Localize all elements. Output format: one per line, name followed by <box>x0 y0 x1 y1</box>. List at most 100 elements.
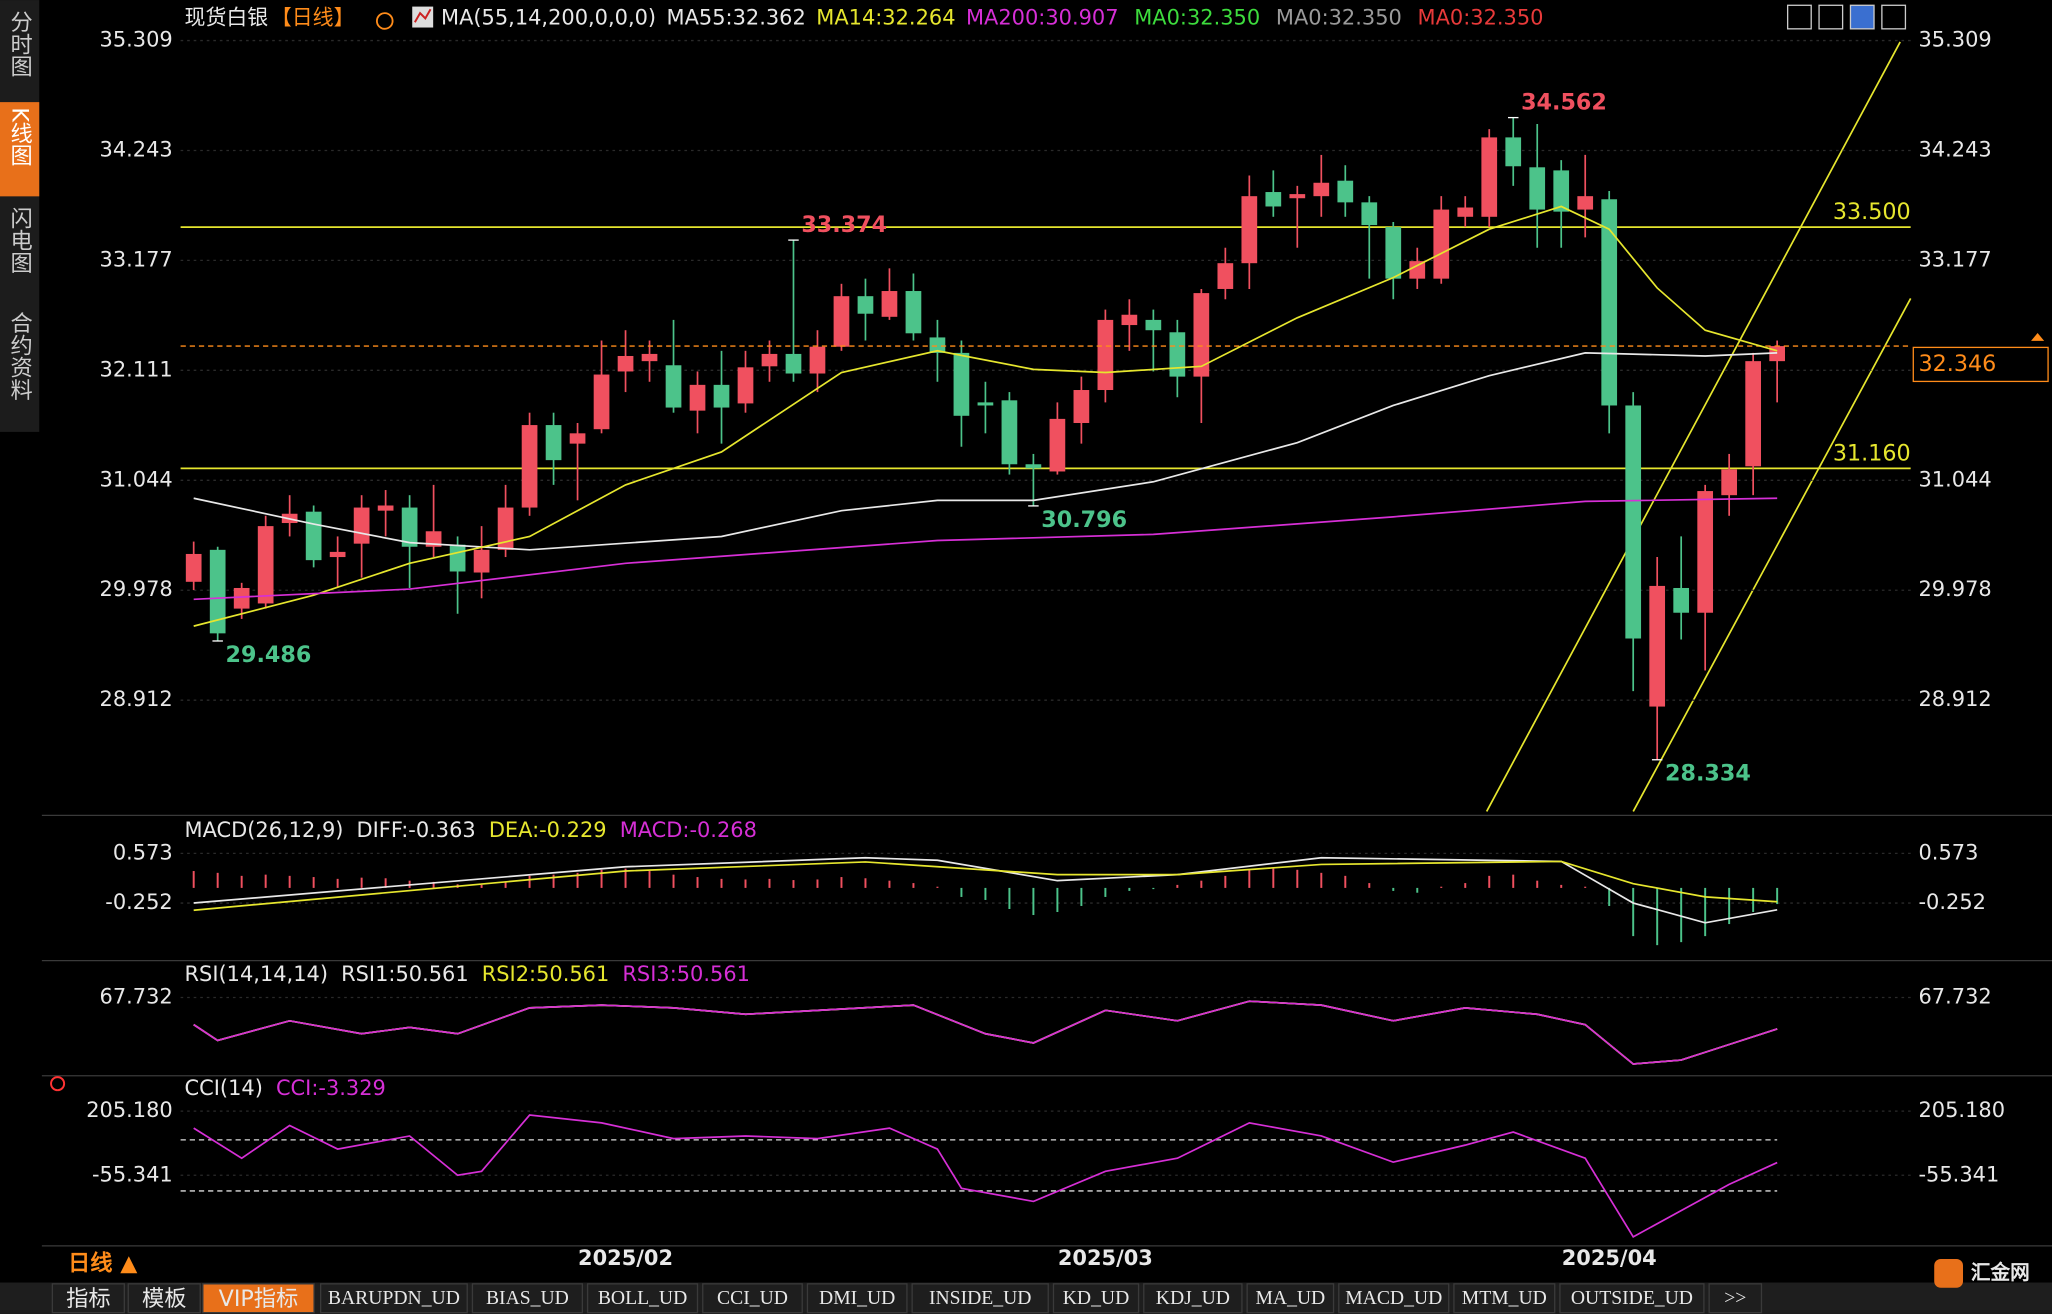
candle-body <box>1025 464 1042 469</box>
footer-tab[interactable]: DMI_UD <box>819 1288 895 1309</box>
candle-body <box>497 507 514 550</box>
extreme-label: 28.334 <box>1665 761 1751 787</box>
footer-tab[interactable]: INSIDE_UD <box>929 1288 1031 1309</box>
footer-tab-bg[interactable] <box>586 1283 699 1314</box>
candle-body <box>1001 400 1018 465</box>
footer-tab-bg[interactable] <box>1052 1283 1140 1314</box>
candle-body <box>617 355 634 372</box>
tool-icon[interactable] <box>1849 4 1875 30</box>
sidebar-tab[interactable]: K线图 <box>7 107 33 166</box>
footer-tab[interactable]: 指标 <box>66 1286 110 1312</box>
candle-body <box>233 587 250 609</box>
candle-body <box>833 296 850 347</box>
period-label[interactable]: 日线 ▲ <box>68 1250 138 1277</box>
candle-body <box>593 374 610 430</box>
legend-entry: DEA:-0.229 <box>489 818 607 842</box>
footer-tab[interactable]: VIP指标 <box>219 1286 299 1312</box>
footer-tab-bg[interactable] <box>1559 1283 1705 1314</box>
y-tick-label-right: 29.978 <box>1919 577 1992 601</box>
footer-tab-bg[interactable] <box>702 1283 803 1314</box>
indicator-line <box>193 352 1778 551</box>
channel-line <box>1485 41 1901 812</box>
footer-tab[interactable]: MACD_UD <box>1345 1288 1442 1309</box>
footer-tab[interactable]: MTM_UD <box>1462 1288 1547 1309</box>
y-tick-label: 67.732 <box>100 984 173 1008</box>
legend-entry: MA55:32.362 <box>667 5 806 29</box>
x-tick-label: 2025/02 <box>578 1246 673 1270</box>
footer-tab-bg[interactable] <box>1338 1283 1450 1314</box>
panel-borders <box>41 814 2052 1247</box>
add-icon[interactable] <box>375 12 394 30</box>
candle-body <box>1529 167 1546 210</box>
sidebar-tab[interactable]: 分时图 <box>7 10 33 77</box>
candle-body <box>1097 319 1114 391</box>
candle-body <box>761 353 778 367</box>
candle-body <box>1145 319 1162 331</box>
footer-tab[interactable]: KD_UD <box>1063 1288 1130 1309</box>
footer-tab[interactable]: BOLL_UD <box>598 1288 687 1309</box>
legend-entry: DIFF:-0.363 <box>357 818 476 842</box>
candle-body <box>185 553 202 582</box>
candle-body <box>905 291 922 334</box>
sidebar-tab[interactable]: 闪电图 <box>7 206 33 273</box>
y-tick-label-right: -0.252 <box>1919 890 1986 914</box>
y-tick-label: 29.978 <box>100 577 173 601</box>
footer-tab[interactable]: MA_UD <box>1255 1288 1325 1309</box>
footer-tab[interactable]: CCI_UD <box>717 1288 788 1309</box>
footer-tab-bg[interactable] <box>51 1283 125 1314</box>
panel-header: CCI(14) CCI:-3.329 <box>185 1076 386 1100</box>
candle-body <box>1697 491 1714 613</box>
tool-icon[interactable] <box>1786 4 1812 30</box>
candle-body <box>1241 196 1258 264</box>
extreme-label: 34.562 <box>1521 90 1607 116</box>
footer-tab-bg[interactable] <box>911 1283 1049 1314</box>
footer-tab-bg[interactable] <box>471 1283 584 1314</box>
y-tick-label: 35.309 <box>100 28 173 52</box>
candle-body <box>1073 390 1090 424</box>
indicator-line <box>193 205 1778 627</box>
candle-body <box>473 549 490 573</box>
candle-body <box>401 507 418 547</box>
tool-icon[interactable] <box>1881 4 1907 30</box>
channel-line <box>1632 298 1912 812</box>
footer-tab[interactable]: 模板 <box>142 1286 186 1312</box>
footer-tab[interactable]: >> <box>1724 1288 1746 1309</box>
candle-body <box>1457 207 1474 217</box>
footer-tab-bg[interactable] <box>319 1283 468 1314</box>
footer-tab[interactable]: KDJ_UD <box>1156 1288 1230 1309</box>
footer-tab-bg[interactable] <box>1143 1283 1243 1314</box>
candle-body <box>1385 227 1402 279</box>
candle-body <box>1721 469 1738 496</box>
y-tick-label-right: 31.044 <box>1919 467 1992 491</box>
candle-body <box>1265 192 1282 207</box>
legend-entry: RSI2:50.561 <box>482 962 610 986</box>
indicator-line <box>193 1000 1778 1065</box>
candle-body <box>977 402 994 406</box>
candle-body <box>569 433 586 444</box>
footer-tab[interactable]: BIAS_UD <box>486 1288 569 1309</box>
legend-entry: 【日线】 <box>271 5 355 29</box>
footer-tab[interactable]: OUTSIDE_UD <box>1571 1288 1693 1309</box>
footer-tab-bg[interactable] <box>127 1283 201 1314</box>
tool-icon[interactable] <box>1818 4 1844 30</box>
footer-tab[interactable]: BARUPDN_UD <box>328 1288 460 1309</box>
candle-body <box>737 367 754 404</box>
candle-body <box>1289 194 1306 199</box>
legend-entry: 现货白银 <box>185 5 269 29</box>
candle-body <box>1745 361 1762 467</box>
footer-tab-bg[interactable] <box>1246 1283 1335 1314</box>
y-tick-label-right: 34.243 <box>1919 137 1992 161</box>
footer-tab-bg[interactable] <box>806 1283 908 1314</box>
sidebar-tab[interactable]: 合约资料 <box>7 311 33 401</box>
y-tick-label-right: 205.180 <box>1919 1098 2006 1122</box>
footer-tab-bg[interactable] <box>1708 1283 1763 1314</box>
alert-icon[interactable] <box>50 1076 66 1092</box>
footer-tab-bg[interactable] <box>202 1283 315 1314</box>
footer-tab-bg[interactable] <box>1453 1283 1556 1314</box>
candle-body <box>1193 293 1210 377</box>
sidebar <box>0 0 40 432</box>
legend-entry: RSI1:50.561 <box>341 962 469 986</box>
candle-body <box>1361 202 1378 226</box>
